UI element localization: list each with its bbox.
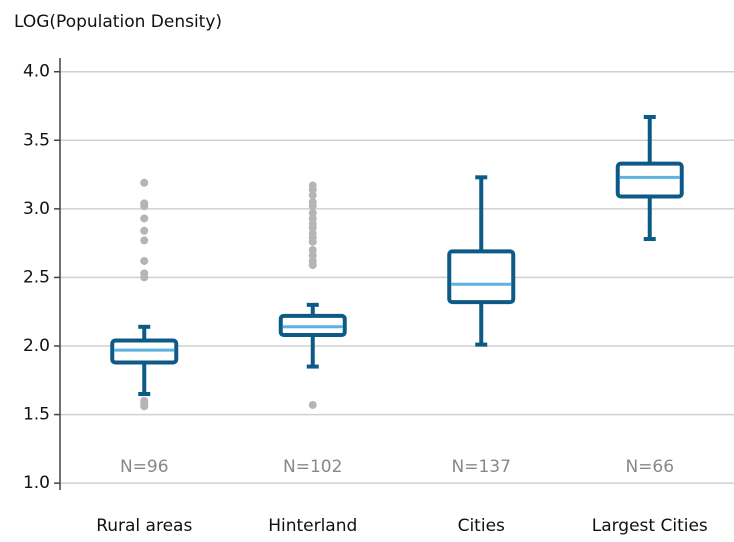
box <box>447 249 516 305</box>
outlier <box>140 226 149 235</box>
n-label: N=137 <box>452 457 511 477</box>
outlier <box>308 181 317 190</box>
n-label: N=102 <box>283 457 342 477</box>
box <box>615 161 684 199</box>
outlier <box>308 246 317 254</box>
n-label: N=96 <box>120 457 169 477</box>
outlier <box>140 214 149 223</box>
y-tick-label: 1.0 <box>23 473 50 493</box>
outlier <box>140 269 149 278</box>
outlier <box>308 256 317 265</box>
n-label: N=66 <box>625 457 674 477</box>
y-tick-label: 3.5 <box>23 130 50 150</box>
y-tick-label: 1.5 <box>23 405 50 425</box>
y-axis-label: LOG(Population Density) <box>14 12 222 32</box>
y-tick-label: 2.5 <box>23 267 50 287</box>
y-tick-label: 2.0 <box>23 336 50 356</box>
outlier <box>308 208 317 217</box>
y-tick-label: 4.0 <box>23 62 50 82</box>
outlier <box>140 256 149 265</box>
outlier <box>308 229 317 238</box>
outlier <box>308 191 317 200</box>
x-tick-label: Largest Cities <box>592 516 708 536</box>
outlier <box>308 219 317 228</box>
outlier <box>308 198 317 206</box>
x-tick-label: Rural areas <box>96 516 192 536</box>
outlier <box>140 396 149 405</box>
y-tick-label: 3.0 <box>23 199 50 219</box>
outlier <box>308 214 317 223</box>
x-tick-label: Hinterland <box>268 516 357 536</box>
outlier <box>140 178 149 187</box>
outlier <box>140 236 149 245</box>
outlier <box>308 251 317 260</box>
x-tick-label: Cities <box>458 516 505 536</box>
outlier <box>308 400 317 409</box>
outlier <box>140 199 149 208</box>
